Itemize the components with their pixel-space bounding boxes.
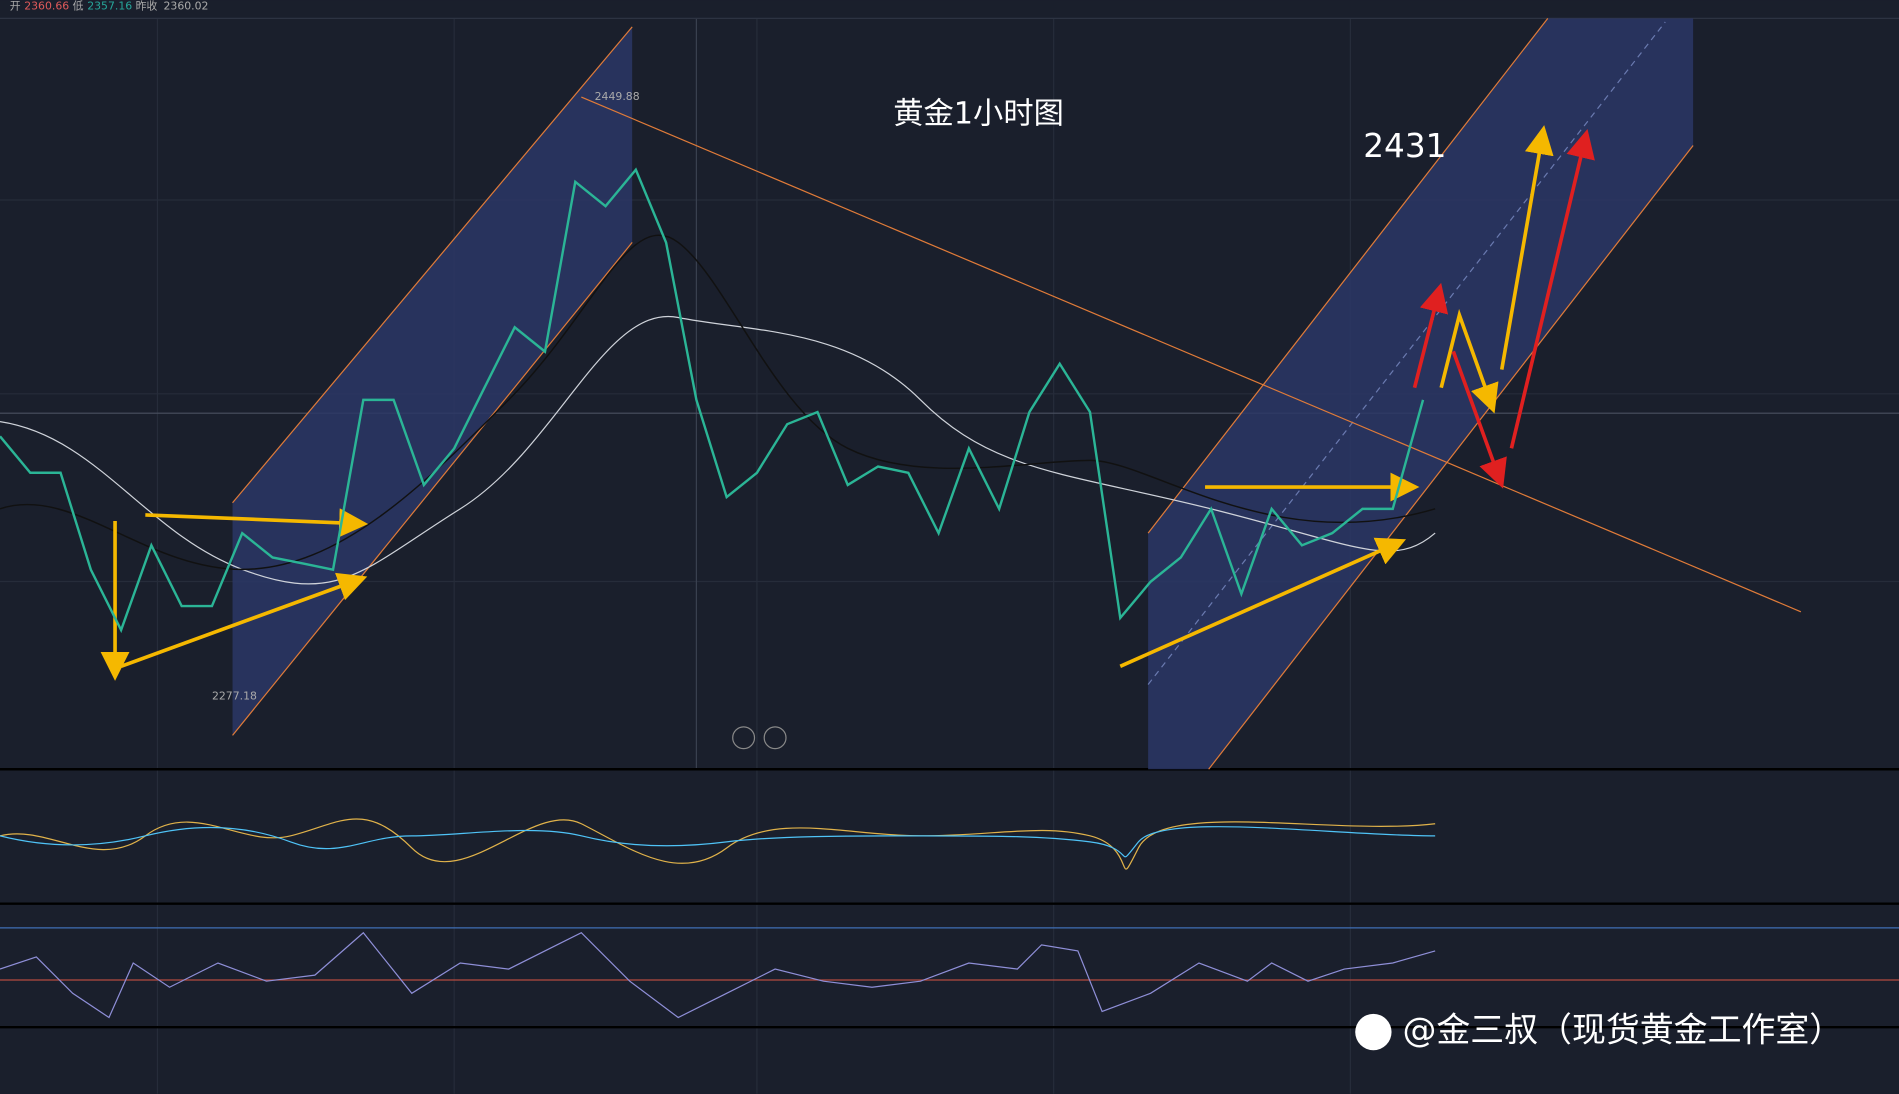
header-low-label: 低 [73, 0, 84, 12]
channel [1148, 18, 1694, 770]
header-prev-close: 2360.02 [163, 0, 208, 12]
prev-button[interactable] [732, 726, 756, 750]
rsi-line [0, 931, 1436, 1019]
watermark: @金三叔（现货黄金工作室） [1402, 1011, 1843, 1050]
signal-line [0, 826, 1436, 858]
facebook-icon [1355, 1013, 1392, 1051]
channel-edge [1147, 17, 1549, 534]
high-label: 2449.88 [595, 90, 640, 103]
annotation-arrows [1412, 128, 1595, 489]
target-label: 2431 [1363, 127, 1446, 165]
price-line [0, 167, 1425, 634]
chart-title: 黄金1小时图 [893, 97, 1064, 132]
macd-line [0, 818, 1436, 870]
channel-edge [232, 242, 633, 736]
header-prev-close-label: 昨收 [136, 0, 158, 12]
header-open-label: 开 [10, 0, 21, 12]
low-label: 2277.18 [212, 690, 257, 703]
moving-average [0, 234, 1436, 571]
header-low: 2357.16 [87, 0, 132, 12]
navigation[interactable] [732, 726, 787, 750]
channel-edge [232, 26, 633, 504]
header-open: 2360.66 [24, 0, 69, 12]
next-button[interactable] [763, 726, 787, 750]
trend-line [581, 96, 1802, 613]
annotation-arrows [100, 125, 1554, 681]
channel [232, 26, 633, 736]
channel-edge [1208, 145, 1694, 770]
